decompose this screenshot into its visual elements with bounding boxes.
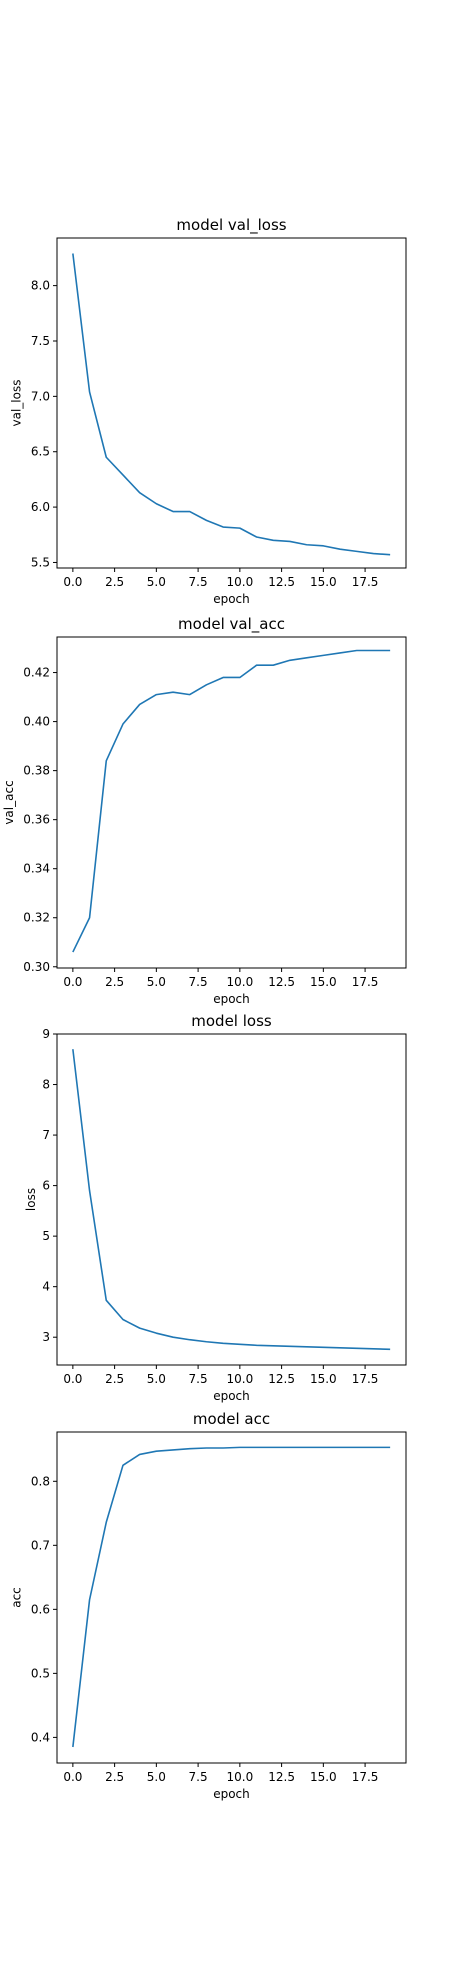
chart-title: model acc bbox=[193, 1410, 270, 1428]
y-axis-label: loss bbox=[24, 1188, 38, 1211]
y-tick-label: 7.5 bbox=[31, 334, 50, 348]
y-tick-label: 7.0 bbox=[31, 389, 50, 403]
x-tick-label: 10.0 bbox=[226, 975, 253, 989]
x-axis-label: epoch bbox=[213, 592, 250, 606]
series-line bbox=[72, 1446, 391, 1748]
chart-title: model val_acc bbox=[178, 615, 285, 634]
x-tick-label: 0.0 bbox=[63, 1372, 82, 1386]
y-tick-label: 0.4 bbox=[31, 1730, 50, 1744]
plot-frame bbox=[56, 636, 407, 969]
x-tick-label: 2.5 bbox=[105, 575, 124, 589]
y-tick-label: 0.8 bbox=[31, 1474, 50, 1488]
x-tick-label: 0.0 bbox=[63, 575, 82, 589]
y-tick-label: 0.6 bbox=[31, 1602, 50, 1616]
y-axis-label: val_loss bbox=[9, 380, 23, 427]
x-axis-label: epoch bbox=[213, 992, 250, 1006]
y-tick-label: 0.5 bbox=[31, 1666, 50, 1680]
x-tick-label: 12.5 bbox=[268, 575, 295, 589]
x-tick-label: 2.5 bbox=[105, 975, 124, 989]
x-tick-label: 15.0 bbox=[310, 1770, 337, 1784]
x-tick-label: 15.0 bbox=[310, 975, 337, 989]
x-tick-label: 10.0 bbox=[226, 1372, 253, 1386]
x-tick-label: 7.5 bbox=[189, 1770, 208, 1784]
series-line bbox=[72, 253, 391, 556]
x-tick-label: 17.5 bbox=[352, 1372, 379, 1386]
plot-frame bbox=[56, 1431, 407, 1764]
y-tick-label: 6.0 bbox=[31, 500, 50, 514]
chart-title: model loss bbox=[191, 1012, 272, 1030]
x-tick-label: 2.5 bbox=[105, 1770, 124, 1784]
x-tick-label: 5.0 bbox=[147, 575, 166, 589]
y-tick-label: 6.5 bbox=[31, 445, 50, 459]
y-tick-label: 0.30 bbox=[23, 960, 50, 974]
x-tick-label: 15.0 bbox=[310, 575, 337, 589]
x-tick-label: 5.0 bbox=[147, 1372, 166, 1386]
y-tick-label: 6 bbox=[42, 1179, 50, 1193]
x-tick-label: 7.5 bbox=[189, 1372, 208, 1386]
x-tick-label: 15.0 bbox=[310, 1372, 337, 1386]
x-tick-label: 0.0 bbox=[63, 1770, 82, 1784]
y-tick-label: 0.7 bbox=[31, 1538, 50, 1552]
x-tick-label: 7.5 bbox=[189, 975, 208, 989]
x-tick-label: 17.5 bbox=[352, 1770, 379, 1784]
x-axis-label: epoch bbox=[213, 1787, 250, 1801]
y-tick-label: 8.0 bbox=[31, 279, 50, 293]
y-tick-label: 7 bbox=[42, 1128, 50, 1142]
x-tick-label: 17.5 bbox=[352, 975, 379, 989]
y-tick-label: 9 bbox=[42, 1027, 50, 1041]
x-tick-label: 10.0 bbox=[226, 1770, 253, 1784]
x-tick-label: 5.0 bbox=[147, 975, 166, 989]
y-tick-label: 4 bbox=[42, 1280, 50, 1294]
x-tick-label: 12.5 bbox=[268, 1372, 295, 1386]
x-tick-label: 2.5 bbox=[105, 1372, 124, 1386]
y-tick-label: 0.32 bbox=[23, 911, 50, 925]
x-tick-label: 17.5 bbox=[352, 575, 379, 589]
y-tick-label: 0.40 bbox=[23, 715, 50, 729]
x-tick-label: 0.0 bbox=[63, 975, 82, 989]
y-axis-label: val_acc bbox=[2, 780, 16, 824]
y-axis-label: acc bbox=[9, 1587, 23, 1608]
series-line bbox=[72, 1049, 391, 1351]
x-tick-label: 5.0 bbox=[147, 1770, 166, 1784]
y-tick-label: 8 bbox=[42, 1078, 50, 1092]
y-tick-label: 0.34 bbox=[23, 862, 50, 876]
y-tick-label: 0.36 bbox=[23, 813, 50, 827]
x-tick-label: 7.5 bbox=[189, 575, 208, 589]
plot-frame bbox=[56, 1033, 407, 1366]
plot-frame bbox=[56, 237, 407, 569]
y-tick-label: 5 bbox=[42, 1229, 50, 1243]
x-axis-label: epoch bbox=[213, 1389, 250, 1403]
x-tick-label: 10.0 bbox=[226, 575, 253, 589]
series-line bbox=[72, 649, 391, 953]
y-tick-label: 0.42 bbox=[23, 666, 50, 680]
x-tick-label: 12.5 bbox=[268, 975, 295, 989]
x-tick-label: 12.5 bbox=[268, 1770, 295, 1784]
y-tick-label: 0.38 bbox=[23, 764, 50, 778]
y-tick-label: 5.5 bbox=[31, 555, 50, 569]
chart-title: model val_loss bbox=[176, 216, 286, 235]
y-tick-label: 3 bbox=[42, 1330, 50, 1344]
